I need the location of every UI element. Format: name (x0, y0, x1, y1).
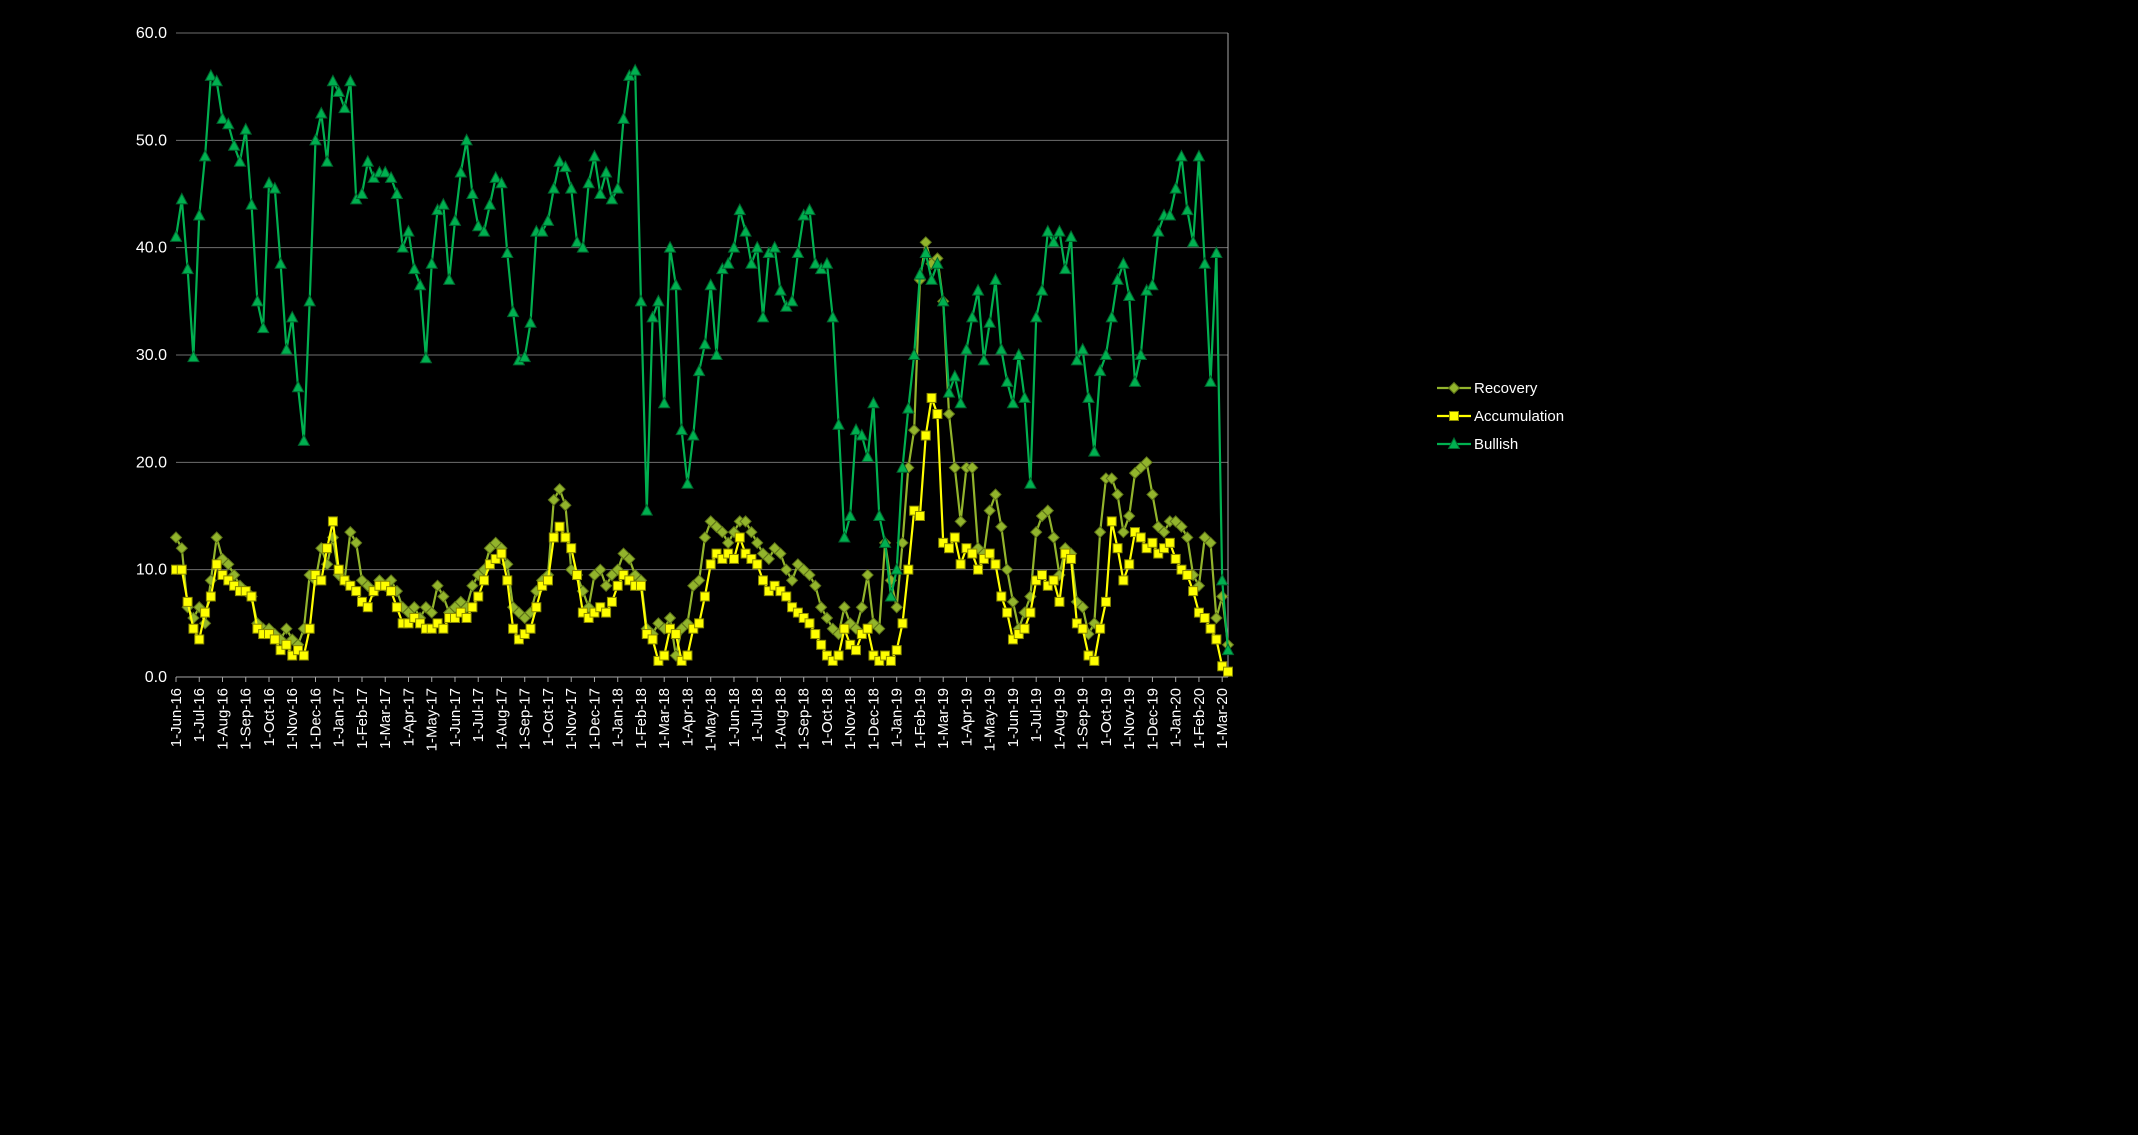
legend-item-accumulation: Accumulation (1437, 402, 1564, 430)
legend-label: Recovery (1474, 379, 1538, 397)
legend-item-recovery: Recovery (1437, 374, 1564, 402)
svg-text:1-Dec-19: 1-Dec-19 (1144, 688, 1161, 750)
svg-text:1-Apr-19: 1-Apr-19 (958, 688, 975, 746)
series-recovery (169, 236, 1235, 662)
x-axis-labels: 1-Jun-16 1-Jul-16 1-Aug-16 1-Sep-16 1-Oct-16… (168, 688, 1231, 751)
svg-text:1-Nov-17: 1-Nov-17 (563, 688, 580, 750)
svg-text:1-Nov-18: 1-Nov-18 (842, 688, 859, 750)
triangle-legend-key-icon (1437, 436, 1471, 449)
svg-text:1-Dec-18: 1-Dec-18 (865, 688, 882, 750)
svg-text:1-Oct-17: 1-Oct-17 (540, 688, 557, 746)
svg-text:1-Mar-19: 1-Mar-19 (935, 688, 952, 749)
svg-text:1-Oct-16: 1-Oct-16 (261, 688, 278, 746)
svg-text:30.0: 30.0 (136, 347, 167, 364)
svg-text:1-Oct-18: 1-Oct-18 (819, 688, 836, 746)
svg-text:1-Aug-18: 1-Aug-18 (772, 688, 789, 750)
svg-text:1-Dec-16: 1-Dec-16 (307, 688, 324, 750)
svg-text:1-Dec-17: 1-Dec-17 (586, 688, 603, 750)
svg-text:1-Jul-18: 1-Jul-18 (749, 688, 766, 742)
svg-text:50.0: 50.0 (136, 132, 167, 149)
svg-text:1-Jun-19: 1-Jun-19 (1005, 688, 1022, 747)
svg-text:1-Nov-16: 1-Nov-16 (284, 688, 301, 750)
svg-text:1-Nov-19: 1-Nov-19 (1121, 688, 1138, 750)
svg-text:1-Mar-20: 1-Mar-20 (1214, 688, 1231, 749)
legend-label: Accumulation (1474, 407, 1565, 425)
svg-text:1-Feb-20: 1-Feb-20 (1191, 688, 1208, 749)
svg-text:1-Aug-16: 1-Aug-16 (214, 688, 231, 750)
legend-item-bullish: Bullish (1437, 430, 1564, 458)
svg-text:1-Sep-16: 1-Sep-16 (238, 688, 255, 750)
svg-text:1-May-17: 1-May-17 (424, 688, 441, 751)
svg-text:1-May-18: 1-May-18 (703, 688, 720, 751)
svg-text:1-Jun-17: 1-Jun-17 (447, 688, 464, 747)
svg-text:60.0: 60.0 (136, 25, 167, 42)
diamond-legend-key-icon (1437, 381, 1471, 395)
svg-text:1-Jul-16: 1-Jul-16 (191, 688, 208, 742)
svg-text:40.0: 40.0 (136, 240, 167, 257)
grid-lines (176, 32, 1228, 678)
square-legend-key-icon (1437, 411, 1471, 421)
svg-text:1-Feb-18: 1-Feb-18 (633, 688, 650, 749)
svg-text:1-Jul-19: 1-Jul-19 (1028, 688, 1045, 742)
svg-text:1-Apr-17: 1-Apr-17 (400, 688, 417, 746)
svg-text:1-Apr-18: 1-Apr-18 (679, 688, 696, 746)
svg-text:1-Mar-18: 1-Mar-18 (656, 688, 673, 749)
svg-text:1-Jun-18: 1-Jun-18 (726, 688, 743, 747)
svg-text:1-Jan-17: 1-Jan-17 (331, 688, 348, 747)
svg-text:10.0: 10.0 (136, 562, 167, 579)
svg-text:1-Oct-19: 1-Oct-19 (1098, 688, 1115, 746)
svg-text:1-May-19: 1-May-19 (982, 688, 999, 751)
svg-text:1-Sep-18: 1-Sep-18 (796, 688, 813, 750)
legend-label: Bullish (1474, 435, 1519, 453)
svg-text:1-Sep-19: 1-Sep-19 (1075, 688, 1092, 750)
svg-text:1-Aug-17: 1-Aug-17 (493, 688, 510, 750)
svg-text:1-Jan-19: 1-Jan-19 (889, 688, 906, 747)
svg-text:1-Aug-19: 1-Aug-19 (1051, 688, 1068, 750)
svg-text:1-Sep-17: 1-Sep-17 (517, 688, 534, 750)
svg-text:1-Jan-18: 1-Jan-18 (610, 688, 627, 747)
series-accumulation (171, 392, 1233, 677)
svg-text:1-Feb-17: 1-Feb-17 (354, 688, 371, 749)
series-bullish (169, 63, 1235, 656)
svg-text:1-Jul-17: 1-Jul-17 (470, 688, 487, 742)
svg-text:1-Jan-20: 1-Jan-20 (1168, 688, 1185, 747)
svg-text:0.0: 0.0 (145, 669, 167, 686)
y-axis-labels: 0.0 10.0 20.0 30.0 40.0 50.0 60.0 (136, 25, 167, 686)
svg-text:20.0: 20.0 (136, 454, 167, 471)
svg-text:1-Mar-17: 1-Mar-17 (377, 688, 394, 749)
svg-text:1-Feb-19: 1-Feb-19 (912, 688, 929, 749)
svg-text:1-Jun-16: 1-Jun-16 (168, 688, 185, 747)
chart-legend: Recovery Accumulation Bullish (1437, 374, 1564, 458)
axis-frame (175, 33, 1229, 682)
